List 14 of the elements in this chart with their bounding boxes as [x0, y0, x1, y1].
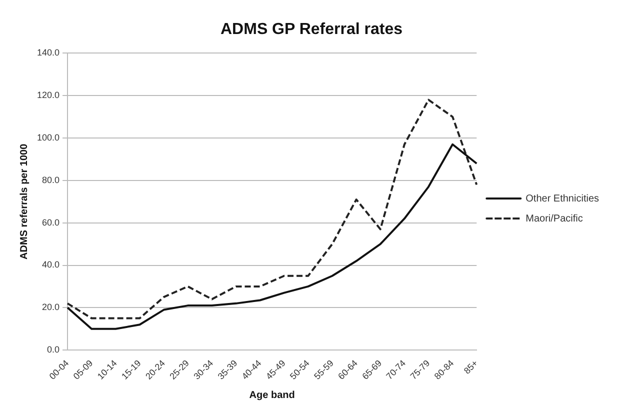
y-tick-label: 100.0 [36, 132, 60, 143]
y-tick-label: 40.0 [42, 260, 60, 270]
y-axis-title: ADMS referrals per 1000 [18, 143, 30, 260]
legend-label: Other Ethnicities [526, 193, 600, 204]
y-tick-label: 80.0 [42, 174, 60, 185]
y-tick-label: 120.0 [36, 90, 60, 100]
x-axis-title: Age band [249, 390, 295, 401]
chart-title: ADMS GP Referral rates [220, 21, 403, 38]
x-tick-label: 85+ [462, 358, 480, 376]
y-tick-label: 140.0 [36, 48, 60, 58]
y-tick-label: 0.0 [47, 344, 60, 355]
legend-label: Maori/Pacific [526, 213, 583, 224]
y-tick-label: 20.0 [42, 302, 60, 312]
y-tick-label: 60.0 [42, 217, 60, 228]
